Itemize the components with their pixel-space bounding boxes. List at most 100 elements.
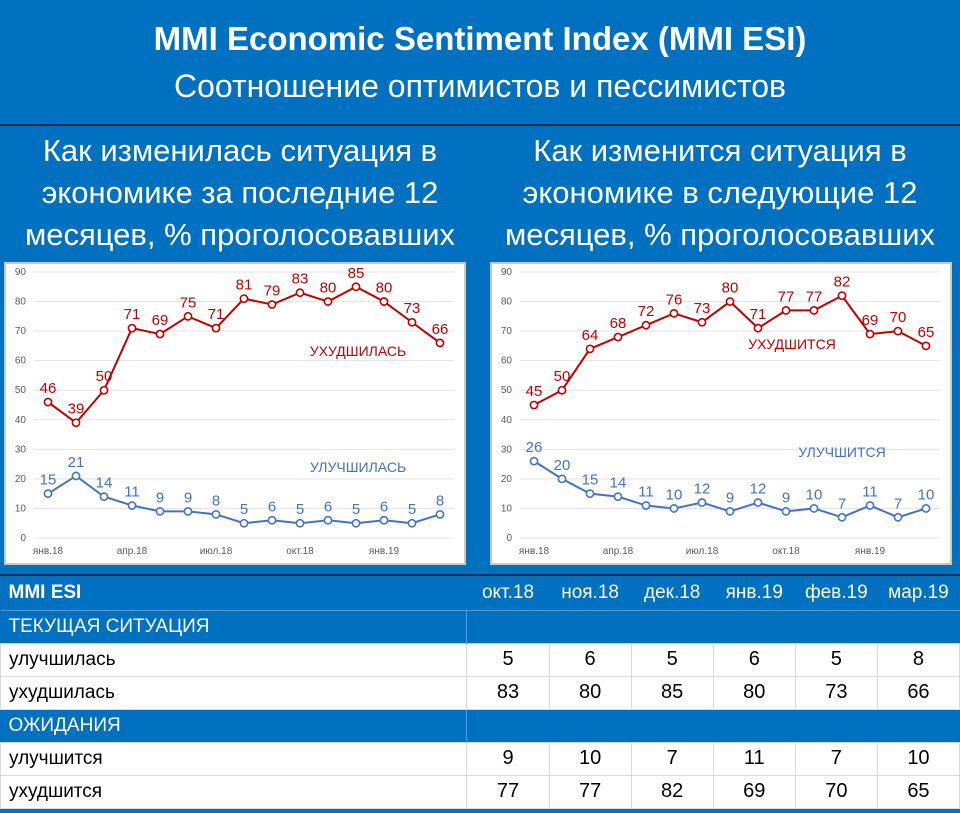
data-label: 6 xyxy=(324,498,332,515)
data-point xyxy=(585,489,595,499)
table-cell: 69 xyxy=(712,774,796,809)
chart-past: 0 10 20 30 40 50 60 70 80 90 янв.18 апр.18 июл.18 окт… xyxy=(4,262,466,565)
data-point xyxy=(183,506,193,516)
y-tick-label: 70 xyxy=(15,326,27,337)
x-tick-label: янв.18 xyxy=(33,546,64,557)
data-point xyxy=(781,506,791,516)
series-label: УХУДШИЛАСЬ xyxy=(310,343,406,359)
data-point xyxy=(585,344,595,354)
data-point xyxy=(351,518,361,528)
y-tick-label: 40 xyxy=(15,415,27,426)
data-label: 75 xyxy=(180,294,197,311)
month-header: ноя.18 xyxy=(549,577,632,610)
data-point xyxy=(529,456,539,466)
data-label: 77 xyxy=(778,288,795,305)
y-tick-label: 40 xyxy=(501,415,513,426)
table-cell: 7 xyxy=(794,741,878,776)
data-point xyxy=(267,515,277,525)
data-point xyxy=(155,506,165,516)
data-label: 10 xyxy=(666,486,683,503)
data-point xyxy=(613,332,623,342)
panel-title-line: Как изменилась ситуация в xyxy=(42,133,438,168)
data-label: 80 xyxy=(376,280,393,297)
panel-title-line: Как изменится ситуация в xyxy=(533,133,907,168)
data-point xyxy=(613,492,623,502)
x-tick-label: янв.19 xyxy=(855,546,886,557)
data-point xyxy=(379,297,389,306)
y-tick-label: 10 xyxy=(15,503,27,514)
table-cell: 83 xyxy=(466,675,550,710)
y-tick-label: 80 xyxy=(15,297,27,308)
data-label: 5 xyxy=(352,501,360,518)
table-cell: 80 xyxy=(712,675,796,710)
data-label: 8 xyxy=(436,492,444,509)
page-title: MMI Economic Sentiment Index (MMI ESI) xyxy=(153,20,807,57)
data-point xyxy=(71,471,81,481)
panel-title-left: Как изменилась ситуация в экономике за п… xyxy=(0,130,480,258)
data-point xyxy=(921,504,931,513)
data-point xyxy=(837,512,847,522)
data-point xyxy=(809,504,819,513)
chart-future-svg: 0 10 20 30 40 50 60 70 80 90 янв.18 апр.18 июл.18 окт… xyxy=(501,267,940,557)
panel-title-line: экономике в следующие 12 xyxy=(522,175,918,210)
data-point xyxy=(557,474,567,484)
x-tick-label: июл.18 xyxy=(200,546,233,557)
data-label: 7 xyxy=(894,495,902,512)
data-label: 85 xyxy=(348,265,365,282)
data-point xyxy=(211,323,221,333)
data-label: 12 xyxy=(694,481,711,498)
data-label: 5 xyxy=(240,501,248,518)
table-cell: 10 xyxy=(548,741,632,776)
table-cell: 77 xyxy=(548,774,632,809)
y-tick-label: 80 xyxy=(501,297,513,308)
table-cell: 5 xyxy=(466,642,550,677)
data-label: 11 xyxy=(124,483,140,500)
y-tick-label: 90 xyxy=(501,267,513,278)
y-tick-label: 0 xyxy=(506,533,512,544)
data-label: 14 xyxy=(610,475,627,492)
section-label: ОЖИДАНИЯ xyxy=(0,708,468,742)
table-divider xyxy=(0,574,960,576)
y-tick-label: 70 xyxy=(501,326,513,337)
data-label: 71 xyxy=(124,306,141,323)
data-label: 50 xyxy=(554,368,571,385)
chart-past-svg: 0 10 20 30 40 50 60 70 80 90 янв.18 апр.18 июл.18 окт… xyxy=(15,265,454,557)
panel-title-line: месяцев, % проголосовавших xyxy=(504,217,936,252)
table-cell: 7 xyxy=(630,741,714,776)
table-cell: 80 xyxy=(548,675,632,710)
data-label: 73 xyxy=(694,300,711,317)
data-label: 65 xyxy=(918,324,935,341)
data-label: 5 xyxy=(408,501,416,518)
data-label: 10 xyxy=(918,486,935,503)
data-point xyxy=(99,385,109,395)
data-label: 9 xyxy=(184,489,192,506)
data-point xyxy=(127,323,137,333)
x-tick-label: окт.18 xyxy=(286,546,314,557)
panel-title-line: месяцев, % проголосовавших xyxy=(24,217,456,252)
data-label: 66 xyxy=(432,321,449,338)
data-point xyxy=(697,498,707,507)
y-tick-label: 60 xyxy=(501,356,513,367)
series-label: УЛУЧШИЛАСЬ xyxy=(310,459,406,475)
data-label: 14 xyxy=(96,475,113,492)
data-point xyxy=(865,501,875,510)
data-point xyxy=(865,329,875,339)
data-point xyxy=(71,418,81,428)
table-title: MMI ESI xyxy=(0,577,467,610)
data-label: 9 xyxy=(782,489,790,506)
data-point xyxy=(239,518,249,528)
data-point xyxy=(43,489,53,499)
data-label: 6 xyxy=(380,498,388,515)
data-label: 12 xyxy=(750,481,767,498)
data-label: 20 xyxy=(554,457,571,474)
row-label: ухудшилась xyxy=(0,675,468,710)
data-point xyxy=(837,291,847,301)
data-label: 7 xyxy=(838,495,846,512)
data-label: 70 xyxy=(890,309,907,326)
data-label: 83 xyxy=(292,271,309,288)
table-header-row: MMI ESI окт.18 ноя.18 дек.18 янв.19 фев.… xyxy=(0,577,960,610)
data-point xyxy=(183,311,193,321)
data-label: 46 xyxy=(40,380,57,397)
data-label: 6 xyxy=(268,498,276,515)
data-point xyxy=(99,492,109,502)
